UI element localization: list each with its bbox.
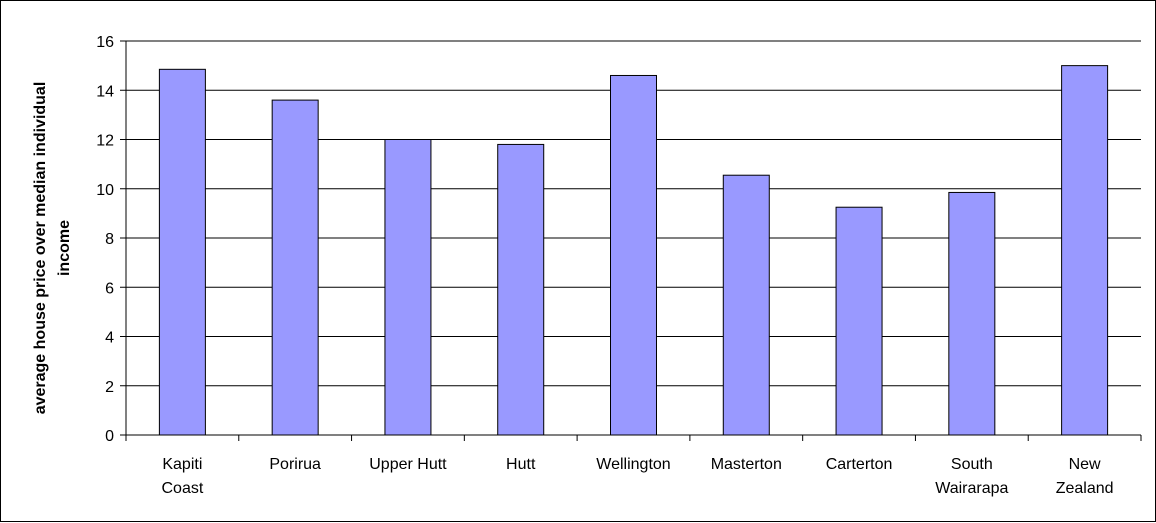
x-tick-label-line: Kapiti: [162, 456, 202, 473]
bars: [158, 65, 1109, 436]
y-tick-label: 6: [105, 280, 114, 297]
x-tick-label-line: Carterton: [826, 456, 893, 473]
y-tick-labels: 0 2 4 6 8 10 12 14 16: [96, 34, 114, 445]
x-tick-label: Carterton: [826, 456, 893, 473]
bar: [271, 99, 319, 436]
y-tick-label: 0: [105, 428, 114, 445]
bar: [835, 206, 883, 436]
x-tick-label-line: Hutt: [506, 456, 536, 473]
y-axis-title-line: average house price over median individu…: [32, 82, 49, 415]
y-tick-label: 8: [105, 231, 114, 248]
y-axis-title-text: average house price over median individu…: [32, 82, 73, 415]
x-tick-label-line: Masterton: [711, 456, 782, 473]
bar: [497, 143, 545, 436]
x-tick-label: Kapiti Coast: [161, 456, 203, 497]
x-tick-label-line: Porirua: [269, 456, 321, 473]
x-tick-labels: Kapiti Coast Porirua Upper Hutt Hutt Wellingt…: [161, 456, 1113, 497]
x-tick-label: Masterton: [711, 456, 782, 473]
x-tick-label: Porirua: [269, 456, 321, 473]
x-tick-label-line: Upper Hutt: [369, 456, 447, 473]
y-tick-label: 2: [105, 379, 114, 396]
y-axis-title: average house price over median individu…: [32, 82, 73, 415]
y-tick-label: 12: [96, 133, 114, 150]
x-tick-label: South Wairarapa: [935, 456, 1008, 497]
x-tick-label: New Zealand: [1056, 456, 1114, 497]
y-tick-label: 14: [96, 83, 114, 100]
x-tick-label: Wellington: [596, 456, 670, 473]
bar: [722, 174, 770, 436]
y-tick-label: 16: [96, 34, 114, 51]
y-tick-label: 4: [105, 330, 114, 347]
x-tick-label-line: Coast: [161, 480, 203, 497]
bar: [610, 74, 657, 436]
bar: [948, 191, 996, 436]
y-axis-title-line: income: [56, 220, 73, 276]
bar: [1061, 65, 1109, 436]
x-tick-label-line: South: [951, 456, 993, 473]
x-tick-label-line: Wairarapa: [935, 480, 1008, 497]
bar: [384, 139, 432, 436]
bar: [158, 68, 206, 436]
x-tick-label-line: Wellington: [596, 456, 670, 473]
y-tick-label: 10: [96, 182, 114, 199]
x-tick-label-line: New: [1069, 456, 1101, 473]
x-tick-label: Hutt: [506, 456, 536, 473]
axes: [120, 40, 1142, 441]
x-tick-label: Upper Hutt: [369, 456, 447, 473]
x-tick-label-line: Zealand: [1056, 480, 1114, 497]
